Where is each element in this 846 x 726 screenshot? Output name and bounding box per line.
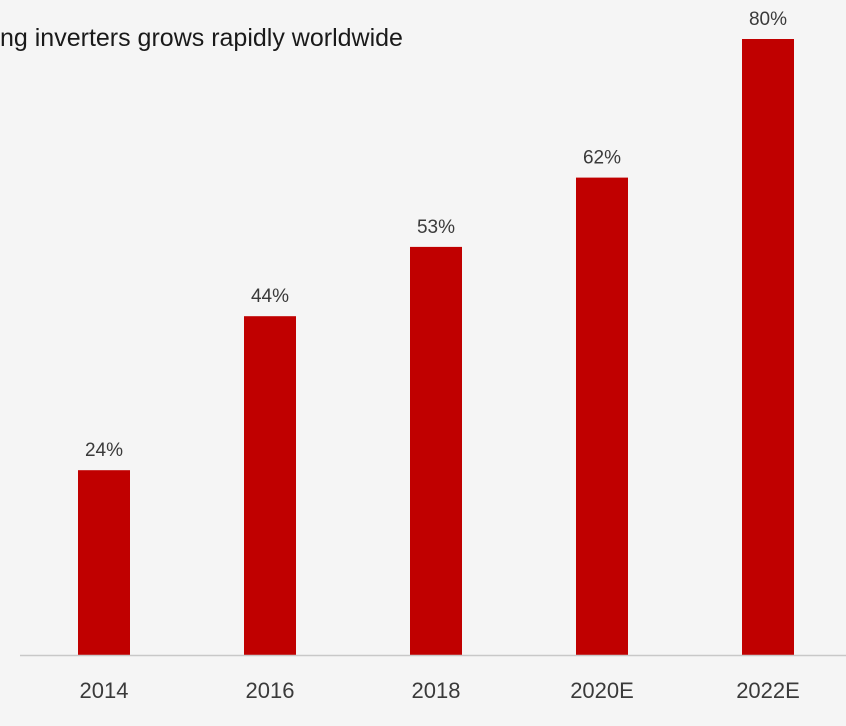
x-axis-ticks: 2014 2016 2018 2020E 2022E [80, 678, 800, 703]
bar-value-label: 62% [583, 148, 621, 169]
x-tick-label: 2022E [736, 678, 800, 703]
bar-value-label: 44% [251, 286, 289, 307]
bar-value-label: 24% [85, 440, 123, 461]
x-tick-label: 2018 [412, 678, 461, 703]
bar-2018 [410, 247, 462, 655]
bar-value-label: 53% [417, 217, 455, 238]
bar-value-label: 80% [749, 9, 787, 30]
bar-2022E [742, 39, 794, 655]
x-tick-label: 2020E [570, 678, 634, 703]
bars-layer [78, 39, 794, 655]
x-tick-label: 2016 [246, 678, 295, 703]
x-tick-label: 2014 [80, 678, 129, 703]
bar-2014 [78, 470, 130, 655]
bar-2020E [576, 178, 628, 655]
bar-2016 [244, 316, 296, 655]
